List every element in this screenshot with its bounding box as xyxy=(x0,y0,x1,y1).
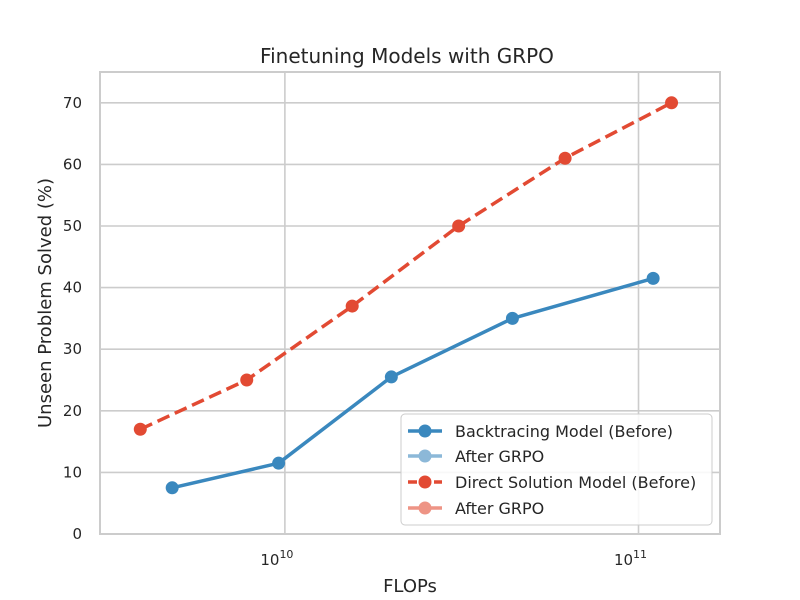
data-point xyxy=(452,219,466,233)
y-tick-label: 70 xyxy=(63,94,82,112)
data-point xyxy=(665,96,679,110)
y-tick-label: 10 xyxy=(63,463,82,481)
legend-label: Direct Solution Model (Before) xyxy=(455,473,696,492)
data-point xyxy=(505,311,519,325)
data-point xyxy=(165,481,179,495)
legend-label: After GRPO xyxy=(455,447,544,466)
y-tick-label: 50 xyxy=(63,217,82,235)
data-point xyxy=(345,299,359,313)
x-tick-exponent: 11 xyxy=(633,548,647,561)
y-tick-label: 30 xyxy=(63,340,82,358)
plot-frame xyxy=(99,71,721,535)
legend-marker xyxy=(418,501,432,515)
data-point xyxy=(133,422,147,436)
legend: Backtracing Model (Before) After GRPO Dire… xyxy=(400,413,713,526)
data-point xyxy=(558,151,572,165)
y-tick-label: 40 xyxy=(63,279,82,297)
y-tick-label: 0 xyxy=(72,525,82,543)
legend-label: Backtracing Model (Before) xyxy=(455,422,673,441)
legend-marker xyxy=(418,449,432,463)
series-layer xyxy=(133,96,679,495)
legend-marker xyxy=(418,475,432,489)
series-0 xyxy=(165,271,660,495)
data-point xyxy=(384,370,398,384)
legend-label: After GRPO xyxy=(455,499,544,518)
x-tick-exponent: 10 xyxy=(279,548,293,561)
legend-box xyxy=(400,413,713,526)
chart-title: Finetuning Models with GRPO xyxy=(260,44,554,68)
x-tick-label: 1010 xyxy=(260,548,293,569)
series-line xyxy=(139,101,673,431)
data-point xyxy=(240,373,254,387)
y-axis-label: Unseen Problem Solved (%) xyxy=(35,178,56,428)
data-point xyxy=(646,271,660,285)
series-2 xyxy=(133,96,679,436)
x-tick-label: 1011 xyxy=(614,548,647,569)
legend-marker xyxy=(418,424,432,438)
y-tick-label: 20 xyxy=(63,402,82,420)
y-tick-label: 60 xyxy=(63,155,82,173)
data-point xyxy=(272,456,286,470)
x-axis-label: FLOPs xyxy=(383,576,437,597)
